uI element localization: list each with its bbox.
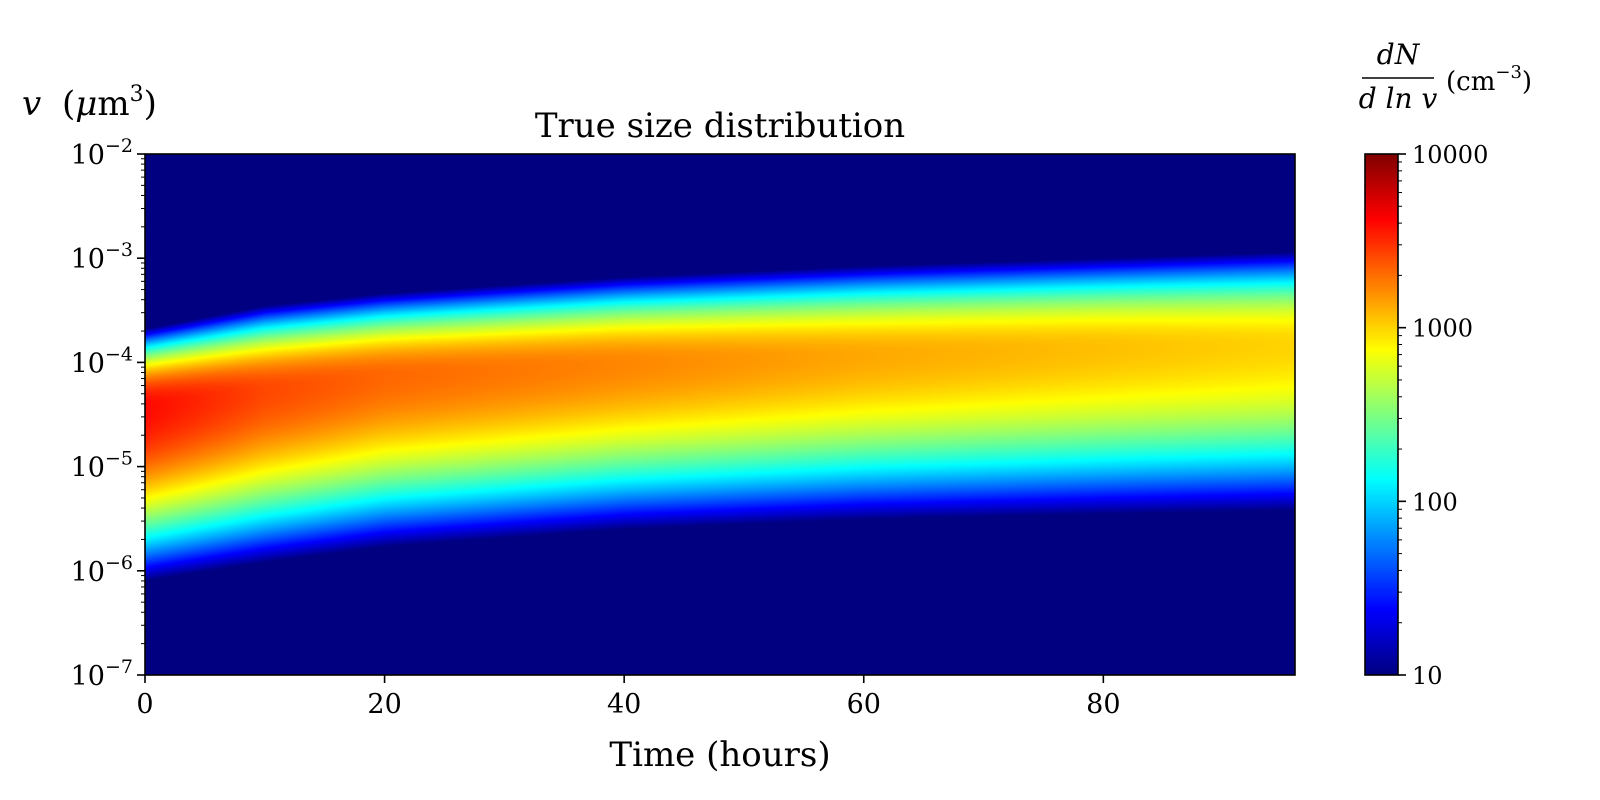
y-tick-label: 10−4 xyxy=(71,343,133,379)
chart-title: True size distribution xyxy=(535,106,905,146)
colorbar: 10 100 1000 10000 xyxy=(1364,141,1488,690)
heatmap-image xyxy=(145,154,1295,675)
y-tick-label-base: 10 xyxy=(71,661,105,692)
heatmap-image-container xyxy=(145,154,1295,675)
colorbar-label-unit-close: ) xyxy=(1522,67,1532,97)
y-axis-label: v (μm3) xyxy=(22,82,157,124)
y-tick-label: 10−5 xyxy=(71,448,133,484)
y-tick-label-base: 10 xyxy=(71,244,105,275)
colorbar-tick-label: 10000 xyxy=(1412,141,1488,169)
y-tick-label-exponent: −6 xyxy=(105,552,133,574)
y-tick-label-base: 10 xyxy=(71,348,105,379)
y-tick-label-exponent: −3 xyxy=(105,239,133,261)
x-tick-label: 0 xyxy=(136,689,153,720)
y-tick-label-exponent: −7 xyxy=(105,656,133,678)
colorbar-gradient-container xyxy=(1365,154,1398,675)
colorbar-label-unit-exp: −3 xyxy=(1495,62,1522,83)
y-tick-label-exponent: −5 xyxy=(105,448,133,470)
colorbar-label-unit-base: (cm xyxy=(1446,67,1495,97)
y-axis-label-unit-exp: 3 xyxy=(130,82,144,107)
colorbar-label: dN d ln v (cm−3) xyxy=(1359,38,1532,115)
x-tick-label: 20 xyxy=(367,689,401,720)
x-tick-label: 40 xyxy=(607,689,641,720)
colorbar-label-unit: (cm−3) xyxy=(1446,62,1532,97)
y-axis-label-unit-open: ( xyxy=(62,84,75,124)
y-tick-label-base: 10 xyxy=(71,140,105,171)
colorbar-label-numerator: dN xyxy=(1377,38,1421,71)
colorbar-frame xyxy=(1364,153,1399,676)
colorbar-tick-label: 100 xyxy=(1412,488,1458,516)
y-axis-label-unit-close: ) xyxy=(144,84,157,124)
y-tick-label: 10−2 xyxy=(71,135,133,171)
x-tick-label: 60 xyxy=(847,689,881,720)
y-tick-label: 10−7 xyxy=(71,656,133,692)
plot-area xyxy=(144,153,1296,676)
plot-frame xyxy=(144,153,1296,676)
y-tick-label-exponent: −4 xyxy=(105,343,133,365)
y-axis-ticks: 10−710−610−510−410−310−2 xyxy=(71,135,145,692)
y-tick-label-base: 10 xyxy=(71,453,105,484)
y-axis-label-variable: v xyxy=(22,84,41,124)
colorbar-label-denominator: d ln v xyxy=(1359,82,1438,115)
y-axis-label-unit-base: m xyxy=(97,84,129,124)
x-tick-label: 80 xyxy=(1086,689,1120,720)
x-axis-label: Time (hours) xyxy=(609,735,830,775)
colorbar-gradient xyxy=(1365,154,1398,675)
y-tick-label-exponent: −2 xyxy=(105,135,133,157)
y-tick-label-base: 10 xyxy=(71,557,105,588)
colorbar-tick-label: 1000 xyxy=(1412,315,1473,343)
colorbar-ticks: 10 100 1000 10000 xyxy=(1398,141,1488,690)
x-axis-ticks: 0 20 40 60 80 xyxy=(136,675,1121,720)
y-tick-label: 10−6 xyxy=(71,552,133,588)
y-axis-label-unit-mu: μ xyxy=(75,84,97,124)
colorbar-tick-label: 10 xyxy=(1412,662,1443,690)
y-tick-label: 10−3 xyxy=(71,239,133,275)
